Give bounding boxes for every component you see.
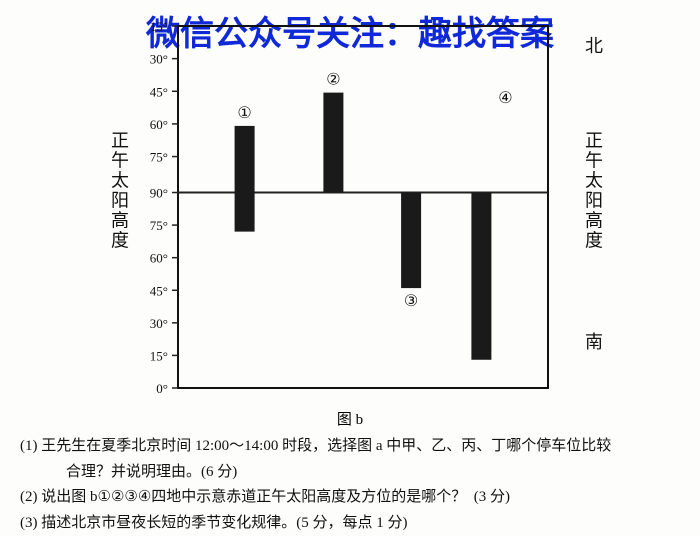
svg-text:15°: 15° xyxy=(150,348,168,363)
question-1-line2: 合理？并说明理由。(6 分) xyxy=(20,460,680,486)
svg-text:④: ④ xyxy=(498,90,512,107)
svg-text:30°: 30° xyxy=(150,316,168,331)
svg-text:正: 正 xyxy=(111,131,129,151)
question-3: (3) 描述北京市昼夜长短的季节变化规律。(5 分，每点 1 分) xyxy=(20,511,680,536)
svg-text:90°: 90° xyxy=(150,186,168,201)
svg-text:①: ① xyxy=(237,105,251,122)
question-2: (2) 说出图 b①②③④四地中示意赤道正午太阳高度及方位的是哪个？ (3 分) xyxy=(20,485,680,511)
svg-text:正: 正 xyxy=(585,131,603,151)
svg-text:75°: 75° xyxy=(150,150,168,165)
svg-text:30°: 30° xyxy=(150,52,168,67)
svg-text:午: 午 xyxy=(111,151,129,171)
svg-text:阳: 阳 xyxy=(585,191,603,211)
svg-text:15°: 15° xyxy=(150,19,168,34)
svg-text:60°: 60° xyxy=(150,117,168,132)
svg-text:75°: 75° xyxy=(150,218,168,233)
svg-text:阳: 阳 xyxy=(111,191,129,211)
chart-figure: 15°30°45°60°75°90°75°60°45°30°15°0°正午太阳高… xyxy=(100,18,620,398)
svg-text:45°: 45° xyxy=(150,84,168,99)
figure-caption: 图 b xyxy=(0,408,700,429)
svg-text:高: 高 xyxy=(585,211,603,231)
question-1-line1: (1) 王先生在夏季北京时间 12:00～14:00 时段，选择图 a 中甲、乙… xyxy=(20,434,680,460)
svg-text:0°: 0° xyxy=(156,381,168,396)
svg-text:45°: 45° xyxy=(150,283,168,298)
svg-text:60°: 60° xyxy=(150,251,168,266)
svg-text:度: 度 xyxy=(111,231,129,251)
svg-text:度: 度 xyxy=(585,231,603,251)
svg-text:高: 高 xyxy=(111,211,129,231)
svg-text:太: 太 xyxy=(111,171,129,191)
svg-text:太: 太 xyxy=(585,171,603,191)
svg-text:南: 南 xyxy=(585,332,603,352)
chart-svg: 15°30°45°60°75°90°75°60°45°30°15°0°正午太阳高… xyxy=(100,18,620,398)
svg-text:午: 午 xyxy=(585,151,603,171)
svg-text:③: ③ xyxy=(404,293,418,310)
question-block: (1) 王先生在夏季北京时间 12:00～14:00 时段，选择图 a 中甲、乙… xyxy=(20,434,680,536)
svg-text:北: 北 xyxy=(585,36,603,56)
svg-text:②: ② xyxy=(326,72,340,89)
